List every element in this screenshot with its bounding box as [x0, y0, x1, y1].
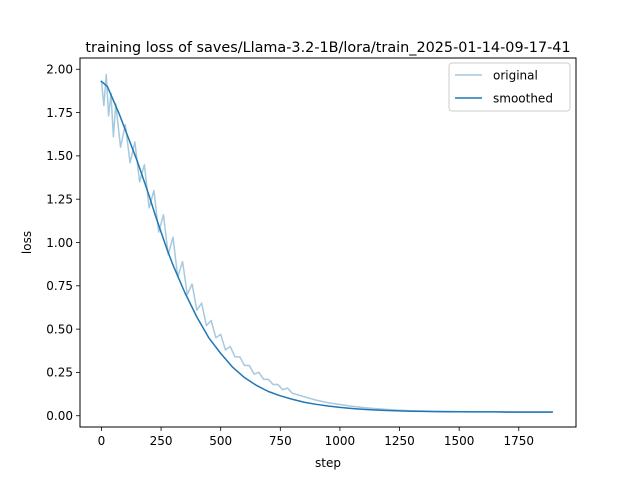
- x-tick-label: 1250: [384, 434, 415, 448]
- y-axis-label: loss: [20, 231, 34, 254]
- y-tick-label: 1.00: [46, 236, 73, 250]
- x-tick-label: 500: [209, 434, 232, 448]
- x-tick-label: 1500: [444, 434, 475, 448]
- legend-label-original: original: [493, 69, 538, 83]
- y-tick-label: 0.75: [46, 279, 73, 293]
- y-tick-label: 0.25: [46, 366, 73, 380]
- x-tick-label: 1000: [325, 434, 356, 448]
- legend-label-smoothed: smoothed: [493, 92, 553, 106]
- x-tick-label: 250: [150, 434, 173, 448]
- x-axis-label: step: [315, 456, 341, 470]
- y-axis-ticks: 0.00 0.25 0.50 0.75 1.00 1.25 1.50 1.75 2.00: [46, 63, 80, 423]
- y-tick-label: 1.50: [46, 149, 73, 163]
- chart-title: training loss of saves/Llama-3.2-1B/lora…: [85, 40, 570, 56]
- y-tick-label: 0.00: [46, 409, 73, 423]
- series-line-smoothed: [100, 80, 553, 413]
- x-tick-label: 0: [98, 434, 106, 448]
- y-tick-label: 1.25: [46, 192, 73, 206]
- plot-lines: [100, 73, 553, 413]
- y-tick-label: 0.50: [46, 322, 73, 336]
- x-tick-label: 750: [269, 434, 292, 448]
- y-tick-label: 1.75: [46, 106, 73, 120]
- x-tick-label: 1750: [503, 434, 534, 448]
- y-tick-label: 2.00: [46, 63, 73, 77]
- legend: original smoothed: [448, 62, 571, 112]
- x-axis-ticks: 0 250 500 750 1000 1250 1500 1750: [98, 427, 534, 448]
